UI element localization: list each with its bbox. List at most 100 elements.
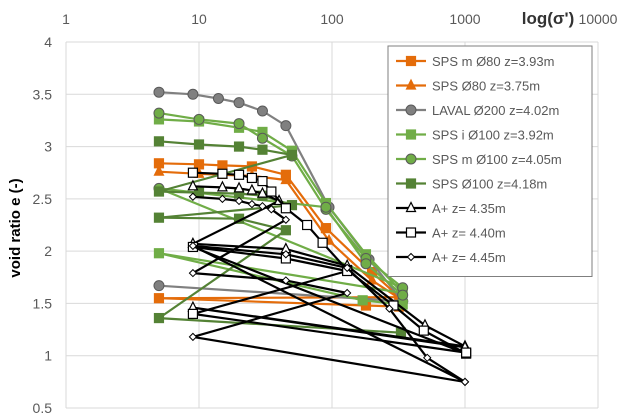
data-point <box>267 205 276 214</box>
x-tick-label: 1 <box>62 11 70 27</box>
series <box>188 192 470 387</box>
data-point <box>280 225 291 236</box>
data-point <box>188 268 198 278</box>
data-point <box>257 175 268 187</box>
series-line <box>157 112 404 296</box>
plot-area <box>153 86 472 387</box>
data-point <box>216 180 228 192</box>
data-point <box>246 183 258 195</box>
data-point <box>258 201 267 211</box>
data-point <box>193 113 205 125</box>
data-point <box>405 55 417 67</box>
data-point <box>405 129 417 140</box>
data-point <box>281 276 291 285</box>
data-point <box>187 167 199 178</box>
data-point <box>153 186 165 197</box>
data-point <box>342 288 352 298</box>
y-tick-label: 3.5 <box>33 86 53 102</box>
legend-item: A+ z= 4.40m <box>396 226 506 241</box>
data-point <box>286 149 298 161</box>
series <box>153 136 407 338</box>
legend-label: LAVAL Ø200 z=4.02m <box>432 103 559 118</box>
data-point <box>256 186 268 198</box>
x-tick-labels: 1 10 100 1000 10000 <box>62 11 618 27</box>
data-point <box>257 144 268 155</box>
data-point <box>280 203 291 214</box>
x-tick-label: 1000 <box>449 11 480 27</box>
data-point <box>153 212 165 223</box>
data-point <box>212 92 224 104</box>
data-point <box>187 88 199 100</box>
legend: SPS m Ø80 z=3.93m SPS Ø80 z=3.75m LAVAL Ø2… <box>387 45 593 277</box>
data-point <box>188 332 198 342</box>
data-point <box>320 201 332 213</box>
data-point <box>153 312 165 324</box>
legend-item: SPS m Ø80 z=3.93m <box>396 54 554 69</box>
data-point <box>423 353 432 363</box>
data-point <box>153 107 165 119</box>
y-axis-label: void ratio e (-) <box>7 178 24 277</box>
x-axis-label: log(σ') <box>522 9 575 28</box>
data-point <box>233 169 245 180</box>
data-point <box>234 196 244 206</box>
y-tick-label: 2 <box>44 243 52 259</box>
x-tick-label: 100 <box>320 11 344 27</box>
y-tick-label: 3 <box>44 139 52 155</box>
data-point <box>405 227 417 238</box>
data-point <box>317 237 328 248</box>
y-tick-label: 2.5 <box>33 191 53 207</box>
data-point <box>461 347 472 358</box>
y-tick-label: 4 <box>44 34 52 50</box>
data-point <box>405 78 417 90</box>
data-point <box>281 215 291 224</box>
data-point <box>405 104 417 116</box>
data-point <box>256 132 268 144</box>
data-point <box>153 164 165 176</box>
data-point <box>218 194 227 204</box>
data-point <box>233 181 245 193</box>
legend-label: SPS m Ø100 z=4.05m <box>432 152 562 167</box>
data-point <box>405 178 417 189</box>
data-point <box>246 172 258 184</box>
data-point <box>360 258 372 270</box>
data-point <box>460 377 470 387</box>
data-point <box>357 295 368 306</box>
data-point <box>418 325 429 336</box>
data-point <box>153 86 165 98</box>
legend-label: A+ z= 4.45m <box>432 250 506 265</box>
data-point <box>342 263 352 273</box>
legend-item: SPS i Ø100 z=3.92m <box>396 128 554 143</box>
data-point <box>233 141 245 152</box>
x-tick-label: 10000 <box>579 11 618 27</box>
data-point <box>188 241 198 251</box>
legend-item: SPS Ø80 z=3.75m <box>396 79 540 94</box>
legend-label: SPS m Ø80 z=3.93m <box>432 54 554 69</box>
data-point <box>153 248 165 259</box>
data-point <box>247 199 257 209</box>
data-point <box>406 252 416 262</box>
data-point <box>280 120 292 132</box>
legend-item: SPS m Ø100 z=4.05m <box>396 152 562 167</box>
data-point <box>280 173 292 185</box>
data-point <box>397 289 409 301</box>
legend-item: LAVAL Ø200 z=4.02m <box>396 103 559 118</box>
y-tick-labels: 0.5 1 1.5 2 2.5 3 3.5 4 <box>33 34 53 416</box>
legend-label: A+ z= 4.40m <box>432 226 506 241</box>
x-tick-label: 10 <box>191 11 207 27</box>
data-point <box>405 153 417 165</box>
data-point <box>187 308 199 319</box>
data-point <box>385 304 394 313</box>
data-point <box>217 168 228 179</box>
data-point <box>153 293 165 304</box>
data-point <box>153 280 165 292</box>
legend-label: A+ z= 4.35m <box>432 201 506 216</box>
data-point <box>266 186 277 197</box>
series <box>153 107 409 301</box>
data-point <box>193 139 205 150</box>
legend-item: A+ z= 4.45m <box>396 250 506 265</box>
data-point <box>302 219 313 231</box>
data-point <box>187 179 199 191</box>
legend-item: SPS Ø100 z=4.18m <box>396 177 547 192</box>
data-point <box>188 192 198 201</box>
